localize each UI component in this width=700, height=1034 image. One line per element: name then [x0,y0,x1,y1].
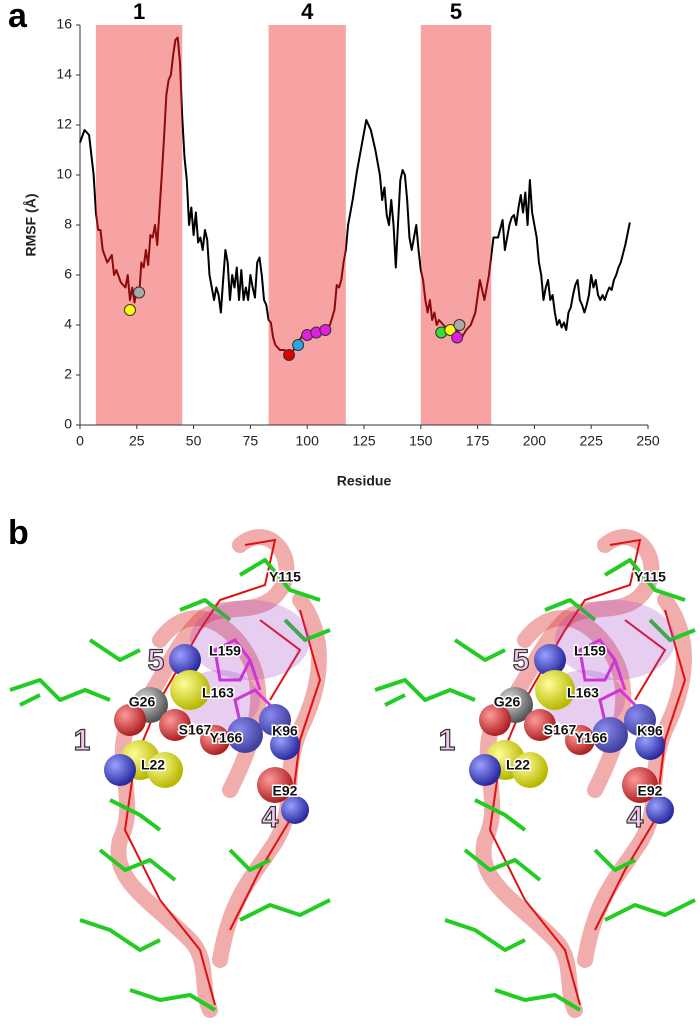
residue-label: K96 [637,723,663,739]
x-tick-label: 125 [352,433,376,449]
residue-label: Y166 [575,730,608,746]
residue-marker [283,349,296,361]
residue-label: L159 [209,643,241,659]
x-axis-title: Residue [337,473,392,489]
y-tick-label: 10 [56,166,72,182]
x-tick-label: 0 [76,433,84,449]
residue-marker [123,304,136,316]
residue-marker [292,339,305,351]
residue-label: L163 [567,685,599,701]
x-tick-label: 75 [243,433,259,449]
helix-label: 5 [513,644,530,677]
y-tick-label: 6 [64,266,72,282]
y-tick-label: 0 [64,416,72,432]
residue-label: E92 [638,783,663,799]
region-label: 4 [301,0,314,24]
residue-label: E92 [273,783,298,799]
residue-label: G26 [494,694,521,710]
y-tick-label: 16 [56,16,72,32]
y-tick-label: 14 [56,66,72,82]
x-tick-label: 50 [186,433,202,449]
residue-label: Y166 [210,730,243,746]
x-tick-label: 175 [466,433,490,449]
residue-marker [444,324,457,336]
structure-right [375,537,695,1010]
y-tick-label: 4 [64,316,72,332]
x-tick-label: 225 [580,433,604,449]
highlight-region [420,25,492,425]
residue-label: Y115 [634,569,666,585]
residue-label: Y115 [269,569,301,585]
panel-label: a [8,0,28,35]
helix-label: 1 [74,724,91,757]
residue-marker [133,286,146,299]
residue-label: K96 [272,723,298,739]
y-tick-label: 2 [64,366,72,382]
residue-label: L22 [141,757,165,773]
x-tick-label: 250 [636,433,660,449]
residue-marker [319,324,332,336]
x-tick-label: 100 [296,433,320,449]
helix-label: 4 [262,801,279,834]
residue-label: L163 [202,685,234,701]
plot-area: 1 4 50 25 50 75 100 125 150 175 200 225 250024681012… [56,0,659,449]
residue-marker [453,319,466,331]
region-label: 1 [133,0,145,24]
residue-marker [451,331,464,344]
x-tick-label: 25 [129,433,145,449]
highlight-region [95,25,183,425]
panel-label: b [8,514,29,552]
helix-label: 5 [148,644,165,677]
residue-label: L159 [574,643,606,659]
helix-label: 4 [627,801,644,834]
highlight-region [268,25,346,425]
residue-label: L22 [506,757,530,773]
x-tick-label: 150 [409,433,433,449]
y-tick-label: 8 [64,216,72,232]
y-axis-title: RMSF (Å) [23,194,39,257]
x-tick-label: 200 [523,433,547,449]
residue-label: G26 [129,694,156,710]
y-tick-label: 12 [56,116,72,132]
helix-label: 1 [439,724,456,757]
structure-left [10,537,330,1010]
region-label: 5 [450,0,462,24]
residue-label: S167 [179,722,212,738]
rmsf-line [79,36,631,356]
residue-label: S167 [544,722,577,738]
